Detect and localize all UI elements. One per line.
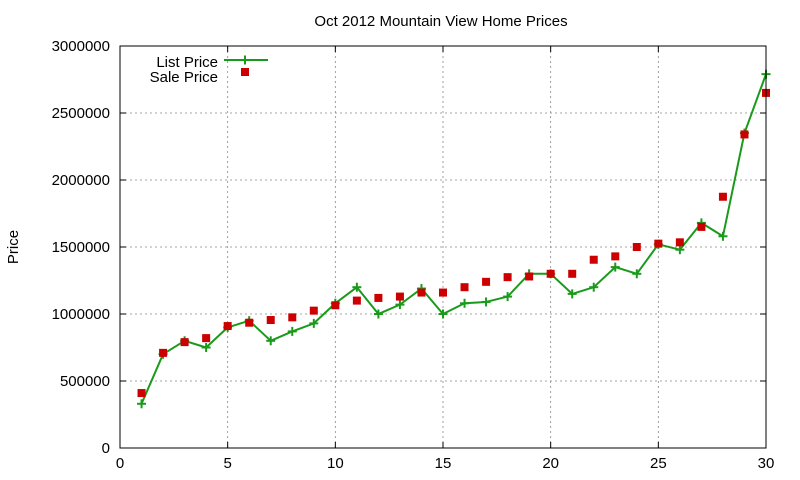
y-tick-label: 3000000 [52,38,110,55]
x-tick-label: 30 [758,455,775,472]
sale-price-point [395,292,404,301]
sale-price-point [482,277,491,286]
list-price-point [352,282,362,292]
legend-label: List Price [156,54,218,71]
list-price-point [589,282,599,292]
list-price-point [373,309,383,319]
sale-price-point [309,306,318,315]
y-tick-label: 1500000 [52,239,110,256]
x-tick-label: 25 [650,455,667,472]
legend-plus-marker [240,55,250,65]
list-price-point [503,292,513,302]
y-tick-label: 2500000 [52,105,110,122]
list-price-point [266,336,276,346]
sale-price-point [503,273,512,282]
y-tick-label: 500000 [60,373,110,390]
list-price-point [287,326,297,336]
sale-price-point [568,269,577,278]
sale-price-point [137,389,146,398]
x-tick-label: 0 [116,455,124,472]
list-price-point [201,343,211,352]
sale-price-point [159,348,168,357]
sale-price-point [288,313,297,322]
y-axis-label: Price [5,230,22,264]
x-tick-label: 15 [435,455,452,472]
sale-price-point [718,192,727,201]
sale-price-point [697,222,706,231]
list-price-point [137,399,147,409]
sale-price-point [223,322,232,331]
legend-label: Sale Price [150,69,218,86]
y-tick-label: 1000000 [52,306,110,323]
y-tick-label: 0 [102,440,110,457]
list-price-point [309,318,319,328]
axis-ticks: 0 5 10 15 20 25 30 0 500000 1000000 1500000 2000000… [52,38,775,472]
sale-price-point [245,318,254,327]
x-tick-label: 20 [542,455,559,472]
sale-price-point [675,238,684,247]
chart-title: Oct 2012 Mountain View Home Prices [314,13,567,30]
list-price-point [632,269,642,279]
sale-price-point [352,296,361,305]
sale-price-point [546,269,555,278]
sale-price-point [525,272,534,281]
sale-price-point [632,243,641,251]
x-tick-label: 10 [327,455,344,472]
list-price-point [567,289,577,299]
x-tick-label: 5 [223,455,231,472]
list-price-point [460,298,470,308]
sale-price-point [654,239,663,248]
sale-price-point [417,288,426,297]
sale-price-point [180,338,189,347]
legend-square-marker [241,68,249,76]
sale-price-point [611,252,620,261]
list-price-point [675,245,685,255]
sale-price-point [202,334,211,343]
sale-price-point [266,316,275,325]
list-price-point [610,262,620,272]
sale-price-point [331,301,340,310]
sale-price-point [740,130,749,139]
list-price-point [718,231,728,241]
sale-price-point [460,283,469,292]
list-price-point [395,300,405,310]
sale-price-point [439,288,447,297]
sale-price-point [589,255,598,264]
y-tick-label: 2000000 [52,172,110,189]
sale-price-point [374,293,383,302]
series-layer [137,69,771,409]
list-price-line [140,73,767,405]
list-price-point [481,297,491,307]
list-price-point [438,309,448,319]
